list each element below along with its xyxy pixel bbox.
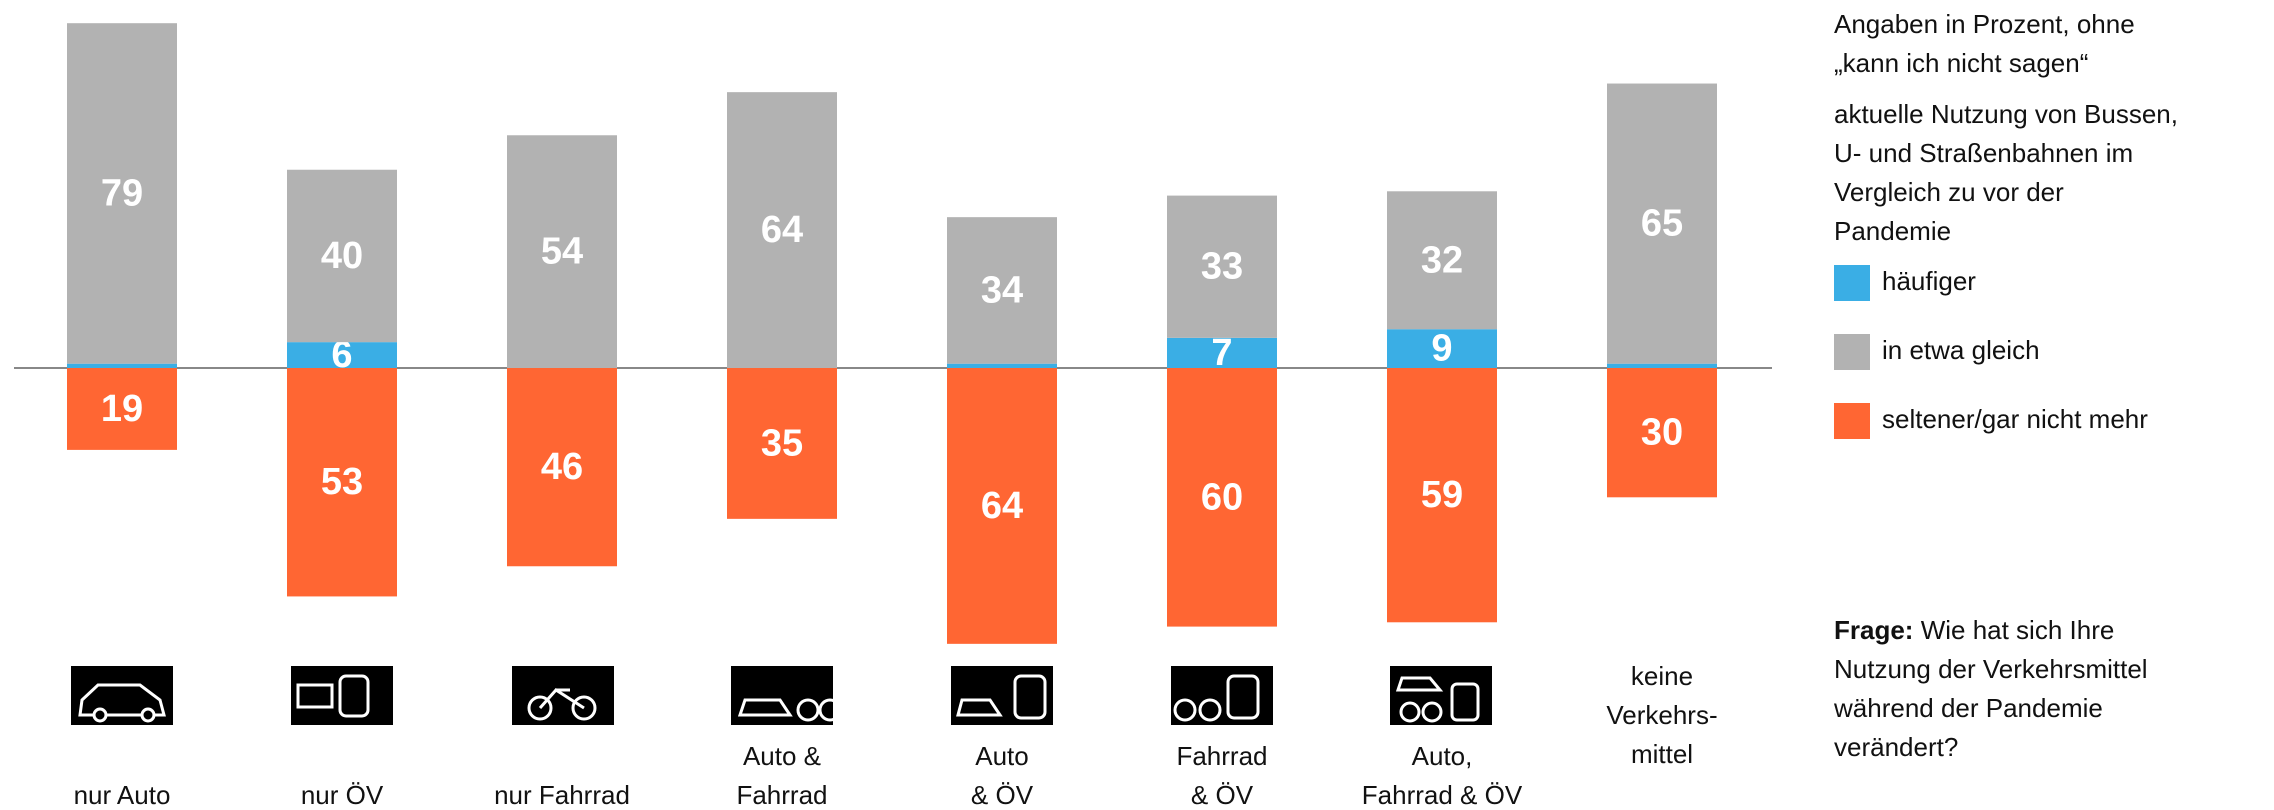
category-label: nur ÖV	[301, 780, 384, 810]
bar-segment	[507, 135, 617, 368]
legend-title: Pandemie	[1834, 216, 1951, 246]
category-label: keine Verkehrs-mittel	[1606, 661, 1717, 769]
legend-title: Vergleich zu vor der	[1834, 177, 2064, 207]
category-label: nur Auto	[74, 780, 171, 810]
bar-segment	[67, 368, 177, 450]
bar-segment	[67, 23, 177, 364]
legend-swatch	[1834, 265, 1870, 301]
bar-segment	[727, 368, 837, 519]
category-line: Fahrrad & ÖV	[1362, 780, 1523, 810]
legend-label: seltener/gar nicht mehr	[1882, 404, 2148, 434]
value-label: 19	[101, 388, 143, 430]
category-label: Fahrrad & ÖV	[1176, 741, 1267, 810]
bar-segment	[1387, 368, 1497, 623]
bar-segment	[1607, 363, 1717, 368]
legend-label: in etwa gleich	[1882, 335, 2040, 365]
bar-segment	[287, 342, 397, 368]
legend-swatch	[1834, 403, 1870, 439]
category-line: nur Auto	[74, 780, 171, 810]
bar-segment	[1607, 83, 1717, 364]
value-label: 6	[331, 334, 352, 376]
legend-title: U- und Straßenbahnen im	[1834, 138, 2133, 168]
value-label: 60	[1201, 476, 1243, 518]
category-line: Fahrrad	[1176, 741, 1267, 771]
category-line: mittel	[1631, 739, 1693, 769]
value-label: 59	[1421, 474, 1463, 516]
value-label: 53	[321, 461, 363, 503]
bar-segment	[1607, 368, 1717, 498]
value-label: 30	[1641, 412, 1683, 454]
bar-segment	[1167, 195, 1277, 338]
category-line: Auto &	[743, 741, 821, 771]
bar-segment	[727, 92, 837, 368]
legend-label: häufiger	[1882, 266, 1976, 296]
value-label: 64	[761, 209, 803, 251]
question-line: während der Pandemie	[1833, 693, 2103, 723]
bar-segment	[507, 368, 617, 567]
value-label: 64	[981, 485, 1023, 527]
question-label: Frage:	[1834, 615, 1913, 645]
category-line: keine	[1631, 661, 1693, 691]
bar-segment	[67, 363, 177, 368]
category-label: Auto & ÖV	[971, 741, 1034, 810]
value-label: 54	[541, 231, 583, 273]
icon-shapes	[78, 674, 1480, 723]
category-line: nur ÖV	[301, 780, 384, 810]
category-line: Verkehrs-	[1606, 700, 1717, 730]
value-label: 32	[1421, 239, 1463, 281]
value-label: 40	[321, 235, 363, 277]
legend-title: aktuelle Nutzung von Bussen,	[1834, 99, 2178, 129]
question-line: verändert?	[1834, 732, 1958, 762]
note: Angaben in Prozent, ohne	[1834, 9, 2135, 39]
value-label: 34	[981, 269, 1023, 311]
category-line: & ÖV	[1191, 780, 1254, 810]
bar-segment	[947, 368, 1057, 644]
note: „kann ich nicht sagen“	[1834, 48, 2088, 78]
value-label: 65	[1641, 203, 1683, 245]
bar-segment	[1167, 337, 1277, 368]
value-label: 7	[1211, 332, 1232, 374]
category-line: Auto,	[1412, 741, 1473, 771]
value-label: 46	[541, 446, 583, 488]
bar-segment	[287, 169, 397, 343]
value-label: 33	[1201, 246, 1243, 288]
value-label: 79	[101, 172, 143, 214]
category-line: Fahrrad	[736, 780, 827, 810]
bar-segment	[947, 363, 1057, 368]
legend-swatch	[1834, 334, 1870, 370]
bar-segment	[287, 368, 397, 597]
category-line: nur Fahrrad	[494, 780, 630, 810]
category-line: & ÖV	[971, 780, 1034, 810]
question-line: Wie hat sich Ihre	[1913, 615, 2114, 645]
bar-segment	[1387, 191, 1497, 330]
category-label: Auto, Fahrrad & ÖV	[1362, 741, 1523, 810]
value-label: 35	[761, 422, 803, 464]
value-label: 9	[1431, 328, 1452, 370]
category-label: nur Fahrrad	[494, 780, 630, 810]
bar-segment	[1167, 368, 1277, 627]
question-line: Nutzung der Verkehrsmittel	[1834, 654, 2148, 684]
question: Frage: Wie hat sich Ihre	[1834, 615, 2114, 645]
bar-segment	[1387, 329, 1497, 368]
bar-segment	[947, 217, 1057, 364]
category-line: Auto	[975, 741, 1029, 771]
category-label: Auto & Fahrrad	[736, 741, 827, 810]
